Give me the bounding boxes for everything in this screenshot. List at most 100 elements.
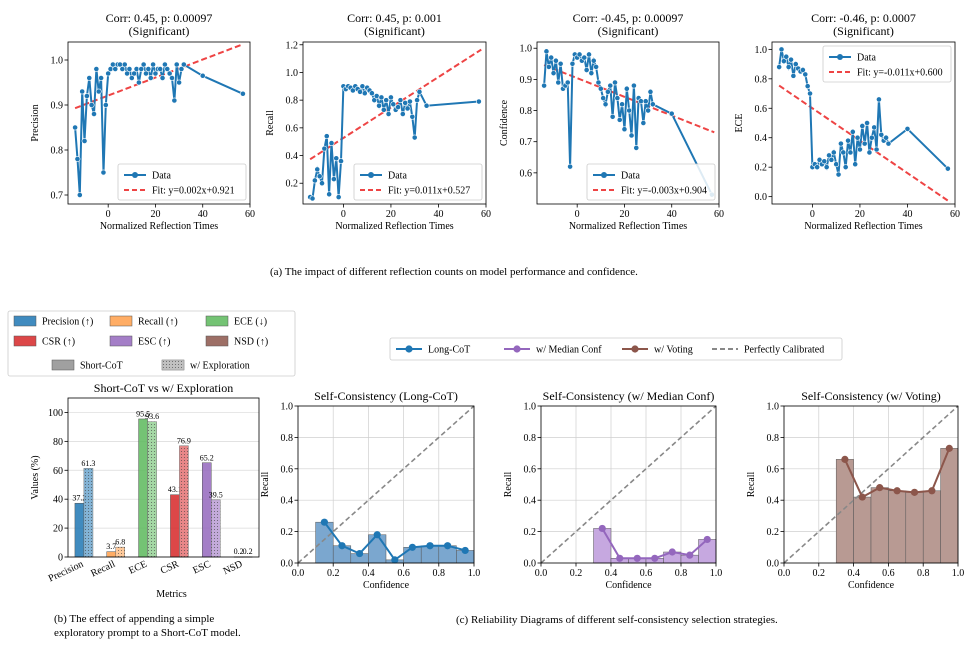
legend-box xyxy=(117,163,247,201)
data-point xyxy=(612,79,618,86)
legend-label-data: Data xyxy=(388,171,407,182)
data-point xyxy=(152,70,159,77)
bar-value-label: 37.2 xyxy=(72,494,86,503)
x-tick-label: 60 xyxy=(245,209,255,220)
x-tick-label: 20 xyxy=(150,209,160,220)
data-point xyxy=(100,169,107,176)
x-axis-label: Confidence xyxy=(848,580,895,591)
y-tick-label: 0.4 xyxy=(755,133,768,144)
y-tick-label: 80 xyxy=(53,437,63,448)
data-point xyxy=(567,163,573,170)
data-point xyxy=(602,101,609,108)
data-point xyxy=(124,70,130,77)
data-point xyxy=(411,134,418,141)
bar-short-cot xyxy=(138,418,148,558)
bar-value-label: 39.5 xyxy=(209,490,223,499)
data-point xyxy=(378,94,385,101)
data-point xyxy=(423,102,430,109)
legend-box xyxy=(586,163,716,201)
plot-rel_median: Self-Consistency (w/ Median Conf) 0.00.0 0… xyxy=(503,389,722,591)
x-tick-label: ECE xyxy=(127,559,149,577)
y-tick-label: 0.4 xyxy=(524,496,537,507)
data-point xyxy=(607,82,614,89)
data-point xyxy=(588,70,595,77)
y-tick-label: 0.6 xyxy=(755,104,768,115)
plot-title: Self-Consistency (Long-CoT) xyxy=(314,389,458,403)
recall-point xyxy=(686,551,694,559)
data-point xyxy=(623,85,630,92)
bin-bar xyxy=(853,496,872,564)
x-axis-label: Confidence xyxy=(605,580,652,591)
x-tick-label: 20 xyxy=(386,209,396,220)
legend-label: NSD (↑) xyxy=(234,337,268,348)
data-point xyxy=(81,138,88,144)
legend-label-data: Data xyxy=(152,171,171,182)
bar-hatch xyxy=(147,421,157,557)
y-tick-label: 0.2 xyxy=(755,163,768,174)
recall-point xyxy=(703,535,711,544)
plot-title: Self-Consistency (w/ Median Conf) xyxy=(543,389,715,403)
recall-point xyxy=(841,455,849,463)
data-point xyxy=(112,66,119,72)
bar-short-cot xyxy=(74,502,85,558)
y-tick-label: 1.0 xyxy=(767,402,780,413)
y-tick-label: 20 xyxy=(53,524,63,535)
bar-value-label: 95.5 xyxy=(136,409,150,418)
x-tick-label: 1.0 xyxy=(710,568,723,579)
x-axis-label: Normalized Reflection Times xyxy=(335,221,453,232)
recall-point xyxy=(668,548,676,556)
data-point xyxy=(783,53,790,60)
x-tick-label: 60 xyxy=(481,209,491,220)
bar-short-cot xyxy=(170,494,180,558)
data-point xyxy=(330,176,337,182)
data-point xyxy=(609,113,616,120)
data-point xyxy=(72,124,78,131)
y-tick-label: 0.7 xyxy=(520,137,533,148)
y-tick-label: 1.0 xyxy=(755,45,768,56)
x-axis-label: Metrics xyxy=(156,589,187,600)
bar-hatch xyxy=(179,445,189,557)
legend-marker-data xyxy=(601,172,607,178)
calibration-line xyxy=(783,405,959,564)
axes-frame xyxy=(783,405,959,564)
data-point xyxy=(475,98,482,105)
data-point xyxy=(553,57,559,64)
y-tick-label: 0.9 xyxy=(520,75,533,86)
data-point xyxy=(828,156,835,163)
x-tick-label: 0.0 xyxy=(535,568,548,579)
data-point xyxy=(86,75,93,81)
data-point xyxy=(199,72,206,79)
data-point xyxy=(785,64,792,70)
data-point xyxy=(171,97,178,104)
data-point xyxy=(147,75,154,81)
plot-subtitle: (Significant) xyxy=(364,24,425,38)
data-point xyxy=(543,48,550,55)
data-point xyxy=(776,64,783,70)
data-point xyxy=(333,155,340,162)
axes-frame xyxy=(540,405,717,564)
x-tick-label: 60 xyxy=(714,209,724,220)
bar-value-label: 3.7 xyxy=(106,542,116,551)
data-point xyxy=(541,82,547,89)
plot-confidence: Corr: -0.45, p: 0.00097(Significant) 0 20 4… xyxy=(499,11,724,232)
data-point xyxy=(581,54,588,61)
data-point xyxy=(314,166,321,173)
data-point xyxy=(380,106,387,113)
legend-marker-data xyxy=(837,54,843,60)
y-tick-label: 0.6 xyxy=(524,464,537,475)
data-point xyxy=(842,164,849,171)
y-tick-label: 0.8 xyxy=(281,433,294,444)
recall-point xyxy=(893,487,901,495)
x-tick-label: 0.2 xyxy=(570,568,583,579)
data-point xyxy=(802,71,809,78)
y-tick-label: 0.4 xyxy=(286,151,299,162)
bar-value-label: 43.1 xyxy=(168,485,182,494)
data-point xyxy=(128,75,135,81)
data-point xyxy=(361,90,368,97)
x-tick-label: 40 xyxy=(667,209,677,220)
bar-value-label: 61.3 xyxy=(81,459,95,468)
data-point xyxy=(180,61,187,68)
y-tick-label: 1.0 xyxy=(286,68,299,79)
legend-label: Perfectly Calibrated xyxy=(744,345,824,356)
caption-b-line2: exploratory prompt to a Short-CoT model. xyxy=(54,627,241,639)
